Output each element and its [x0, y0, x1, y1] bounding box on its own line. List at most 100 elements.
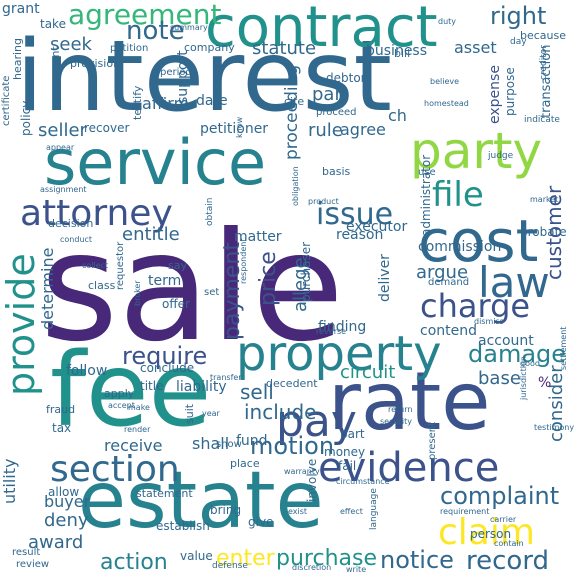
word-set: set [204, 287, 220, 298]
word-probate: probate [520, 225, 567, 239]
word-award: award [28, 532, 84, 553]
word-estate: estate [78, 456, 324, 546]
word-pay: pay [276, 396, 357, 447]
word-conclude: conclude [140, 361, 195, 375]
word-security: security [380, 417, 412, 426]
word-rule: rule [308, 120, 343, 141]
word-term: term [148, 273, 182, 289]
word-allow: allow [48, 485, 80, 499]
word-dismiss: dismiss [474, 317, 504, 326]
word-buyer: buyer [44, 492, 91, 511]
word-warranty: warranty [284, 467, 320, 476]
word-enter: enter [216, 546, 275, 571]
word-decedent: decedent [266, 377, 318, 390]
word-motion: motion [250, 432, 335, 460]
word-obligation: obligation [291, 166, 300, 206]
word-charge: charge [420, 287, 531, 325]
word-deliver: deliver [377, 254, 393, 302]
word-conduct: conduct [60, 235, 93, 244]
word-make: make [128, 403, 150, 412]
word-record: record [466, 546, 550, 576]
word-appear: appear [46, 143, 75, 152]
word-determine: determine [38, 247, 57, 330]
word-language: language [369, 488, 379, 530]
word-damage: damage [468, 340, 567, 368]
word-commission: commission [418, 239, 502, 255]
word-affirm: affirm [142, 94, 190, 113]
word-action: action [100, 550, 168, 575]
word-matter: matter [234, 229, 282, 245]
word-requirement: requirement [440, 507, 490, 516]
word-account: account [478, 333, 534, 349]
word-property: property [236, 326, 442, 382]
word-suit: suit [183, 403, 196, 424]
word-exist: exist [288, 507, 308, 516]
word-company: company [184, 41, 235, 54]
word-accept: accept [108, 401, 135, 410]
word-petition: petition [110, 43, 149, 54]
word-expense: expense [487, 65, 503, 124]
word-circumstance: circumstance [336, 477, 390, 486]
word-duty: duty [438, 17, 457, 26]
word-fail: fail [338, 459, 357, 473]
word-note: note [126, 16, 185, 46]
word-write: write [346, 565, 367, 574]
word-contract: contract [205, 0, 438, 60]
word-executor: executor [346, 219, 408, 235]
word-collect: collect [82, 261, 109, 270]
word-service: service [44, 126, 267, 199]
word-say: say [168, 259, 187, 272]
word-argument: argument [49, 46, 62, 100]
word-period: period [160, 67, 192, 78]
word-grant: grant [2, 1, 40, 17]
word-establish: establish [156, 519, 210, 533]
word-purchaser: purchaser [299, 241, 313, 302]
word-issue: issue [316, 197, 394, 232]
word-apply: apply [104, 387, 135, 400]
word-file: file [432, 175, 484, 215]
word-fund: fund [236, 433, 268, 449]
word-bring: bring [210, 503, 242, 517]
word-ch: ch [388, 106, 407, 125]
word-par: par [312, 84, 342, 105]
word-because: because [520, 29, 567, 42]
word-testimony: testimony [534, 423, 575, 432]
word-class: class [88, 279, 116, 292]
word-agree: agree [340, 120, 386, 139]
word-year: year [202, 409, 220, 418]
word-use: use [418, 167, 436, 178]
word-defense: defense [212, 561, 248, 571]
word-return: return [388, 405, 413, 414]
word-fee: fee [50, 331, 212, 450]
word-complaint: complaint [440, 482, 560, 510]
word-settlement: settlement [559, 326, 568, 370]
word-jurisdiction: jurisdiction [519, 356, 528, 400]
word-contain: contain [494, 539, 524, 548]
word-price: price [256, 251, 281, 306]
word-reverse: reverse [316, 327, 347, 336]
word-contend: contend [420, 323, 477, 339]
word-statute: statute [252, 38, 317, 59]
word-discretion: discretion [292, 563, 332, 572]
word-base: base [478, 368, 521, 389]
word-policy: policy [19, 100, 33, 136]
word-offer: offer [162, 297, 190, 311]
word-purchase: purchase [276, 546, 377, 571]
word-know: know [235, 116, 244, 138]
word-follow: follow [66, 363, 108, 379]
word-claim: claim [438, 512, 535, 553]
word-decision: decision [48, 217, 94, 230]
word-demand: demand [428, 277, 470, 288]
word-seek: seek [50, 34, 92, 55]
word-provide: provide [0, 253, 43, 396]
word-recover: recover [84, 121, 130, 135]
word-respondent: respondent [239, 238, 248, 284]
word-carrier: carrier [490, 515, 517, 524]
word-certificate: certificate [1, 75, 12, 126]
word-cite: cite [284, 95, 305, 108]
word-section: section [50, 449, 180, 490]
word-summary: summary [170, 23, 208, 32]
word-testify: testify [131, 85, 144, 120]
word-give: give [248, 515, 274, 529]
word-broker: broker [133, 280, 142, 306]
